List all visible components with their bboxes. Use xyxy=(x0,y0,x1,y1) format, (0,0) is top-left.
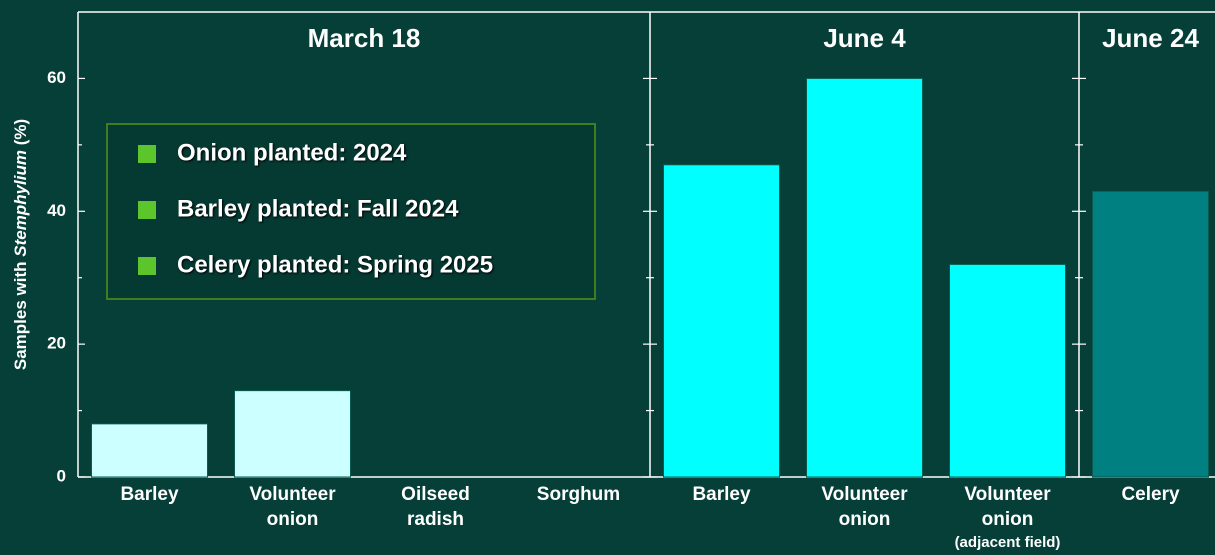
y-axis-label-part: Stemphylium xyxy=(11,150,30,257)
x-tick-label: Barley xyxy=(120,484,179,505)
x-tick-label: Volunteer xyxy=(249,484,336,505)
x-tick-label: Volunteer xyxy=(964,484,1051,505)
annotation: Onion planted: 2024 xyxy=(177,139,407,166)
bar xyxy=(949,263,1066,478)
bar xyxy=(91,423,208,478)
bar xyxy=(234,390,351,478)
y-tick-label: 40 xyxy=(47,201,66,220)
y-tick-label: 60 xyxy=(47,68,66,87)
x-tick-label: Volunteer xyxy=(821,484,908,505)
y-tick-label: 20 xyxy=(47,334,66,353)
y-tick-label: 0 xyxy=(57,466,66,485)
annotation: Barley planted: Fall 2024 xyxy=(177,195,459,222)
x-tick-label: onion xyxy=(839,509,891,530)
panel-title: June 24 xyxy=(1102,23,1199,53)
panel-title: June 4 xyxy=(823,23,906,53)
panel-title: March 18 xyxy=(308,23,421,53)
bar xyxy=(806,77,923,478)
annotation-box xyxy=(106,123,596,300)
y-axis-label-part: Samples with xyxy=(11,257,30,370)
y-axis-label: Samples with Stemphylium (%) xyxy=(11,119,30,370)
x-tick-label: Celery xyxy=(1121,484,1180,505)
annotation-bullet xyxy=(138,257,156,275)
x-tick-label: onion xyxy=(267,509,319,530)
x-tick-label: Sorghum xyxy=(537,484,620,505)
y-axis-label-part: (%) xyxy=(11,119,30,150)
annotation: Celery planted: Spring 2025 xyxy=(177,251,493,278)
annotation-bullet xyxy=(138,145,156,163)
bar xyxy=(663,164,780,478)
x-tick-label: onion xyxy=(982,509,1034,530)
annotation-bullet xyxy=(138,201,156,219)
x-tick-label: Barley xyxy=(692,484,751,505)
x-tick-label: radish xyxy=(407,509,464,530)
x-tick-label: (adjacent field) xyxy=(955,534,1061,551)
x-tick-label: Oilseed xyxy=(401,484,470,505)
bar xyxy=(1092,190,1209,478)
